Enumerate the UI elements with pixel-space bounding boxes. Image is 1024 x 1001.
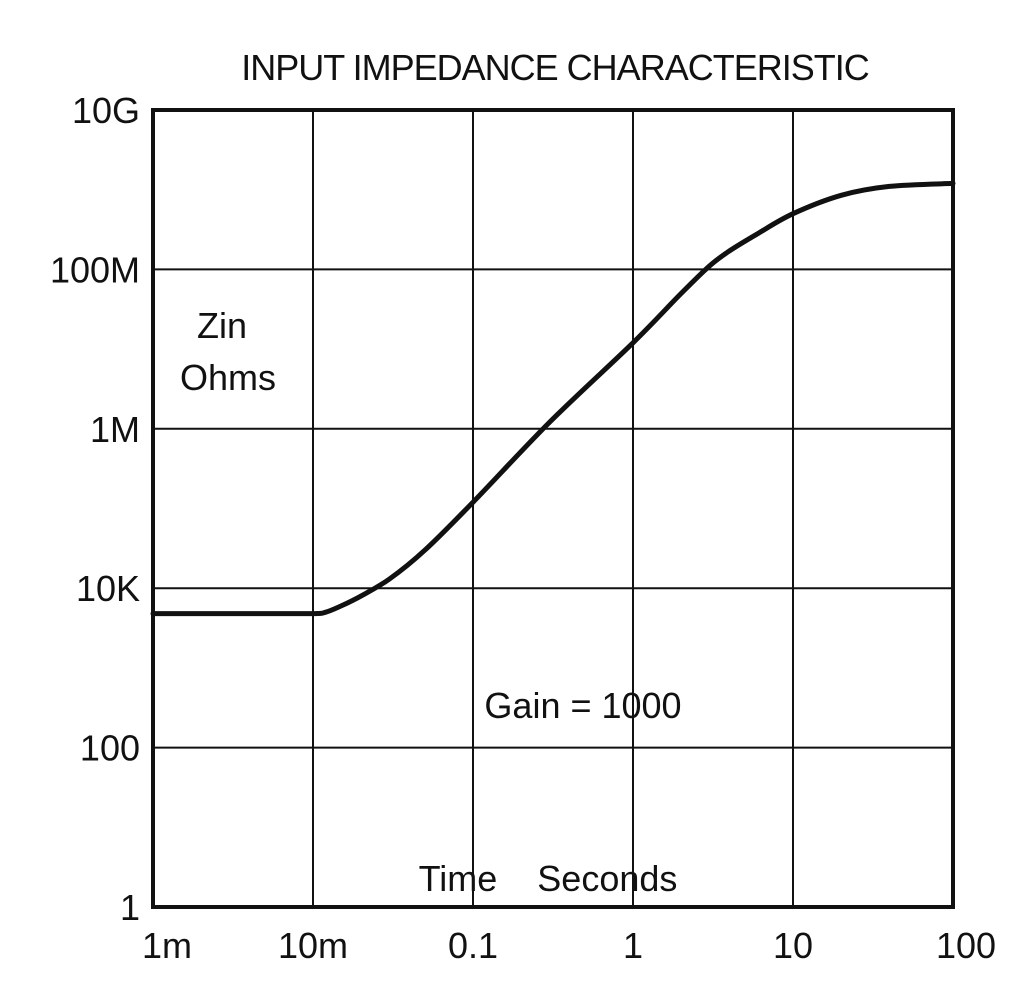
x-tick-label: 10m bbox=[278, 925, 348, 966]
y-tick-label: 10G bbox=[72, 90, 140, 131]
x-tick-label: 10 bbox=[773, 925, 813, 966]
x-axis-label: Time Seconds bbox=[419, 858, 678, 899]
y-axis-label-line-2: Ohms bbox=[180, 357, 276, 398]
x-tick-label: 1 bbox=[623, 925, 643, 966]
y-axis-label-line-1: Zin bbox=[197, 305, 247, 346]
chart-title: INPUT IMPEDANCE CHARACTERISTIC bbox=[241, 47, 868, 88]
gain-annotation: Gain = 1000 bbox=[484, 685, 681, 726]
x-tick-label: 1m bbox=[142, 925, 192, 966]
y-tick-label: 100M bbox=[50, 249, 140, 290]
plot-frame bbox=[151, 108, 955, 909]
grid bbox=[153, 110, 953, 907]
y-tick-label: 10K bbox=[76, 568, 140, 609]
series-line-input-impedance bbox=[150, 180, 956, 617]
y-tick-label: 1 bbox=[120, 887, 140, 928]
y-tick-label: 100 bbox=[80, 728, 140, 769]
x-axis-ticks: 1m 10m 0.1 1 10 100 bbox=[142, 925, 996, 966]
y-tick-label: 1M bbox=[90, 409, 140, 450]
x-tick-label: 0.1 bbox=[448, 925, 498, 966]
x-tick-label: 100 bbox=[936, 925, 996, 966]
y-axis-ticks: 1 100 10K 1M 100M 10G bbox=[50, 90, 140, 928]
